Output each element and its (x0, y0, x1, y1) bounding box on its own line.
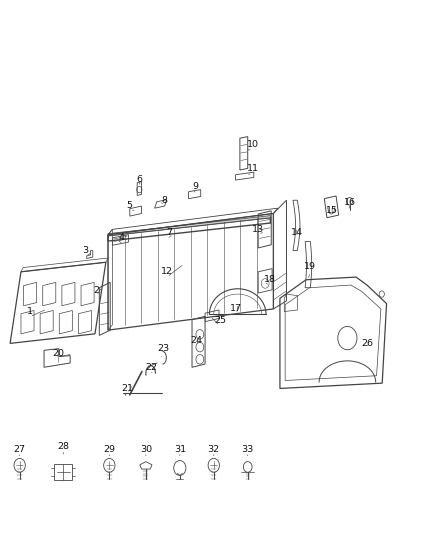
Text: 14: 14 (291, 228, 304, 237)
Text: 6: 6 (137, 174, 143, 183)
Text: 11: 11 (247, 164, 259, 173)
Text: 20: 20 (52, 350, 64, 359)
Text: 31: 31 (174, 445, 186, 454)
Text: 5: 5 (127, 201, 133, 210)
Text: 18: 18 (265, 275, 276, 284)
Text: 22: 22 (145, 363, 158, 372)
Text: 9: 9 (192, 182, 198, 191)
Text: 32: 32 (208, 445, 220, 454)
Text: 21: 21 (122, 384, 134, 393)
Text: 15: 15 (326, 206, 338, 215)
Text: 2: 2 (93, 286, 99, 295)
Text: 17: 17 (230, 304, 242, 313)
Text: 7: 7 (166, 228, 172, 237)
Text: 13: 13 (252, 225, 264, 234)
Text: 10: 10 (247, 140, 259, 149)
Text: 30: 30 (140, 445, 152, 454)
Polygon shape (108, 216, 270, 236)
Text: 19: 19 (304, 262, 316, 271)
Text: 28: 28 (57, 442, 69, 451)
Text: 25: 25 (214, 316, 226, 325)
Text: 16: 16 (343, 198, 356, 207)
Text: 12: 12 (161, 268, 173, 276)
Text: 29: 29 (103, 445, 115, 454)
Text: 8: 8 (162, 196, 168, 205)
Text: 33: 33 (242, 445, 254, 454)
Text: 23: 23 (157, 344, 170, 353)
Text: 24: 24 (191, 336, 202, 345)
Text: 1: 1 (27, 307, 33, 316)
Text: 3: 3 (82, 246, 88, 255)
Text: 27: 27 (14, 445, 26, 454)
Text: 26: 26 (361, 339, 373, 348)
Text: 4: 4 (118, 233, 124, 242)
